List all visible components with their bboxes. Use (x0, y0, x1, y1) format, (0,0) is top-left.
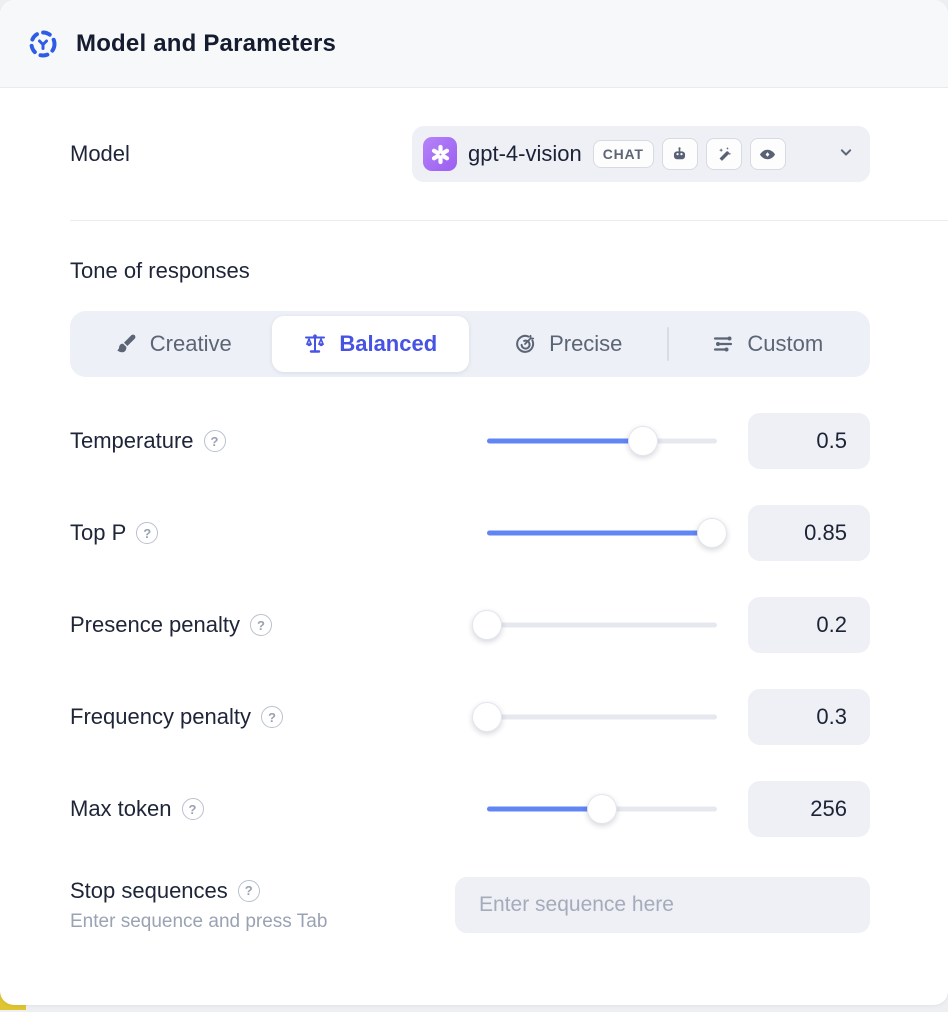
slider-track[interactable] (487, 714, 717, 720)
tone-option-precise[interactable]: Precise (469, 316, 667, 372)
tone-option-balanced[interactable]: Balanced (271, 316, 469, 372)
magic-wand-icon (705, 138, 742, 170)
vision-eye-icon (749, 138, 786, 170)
tone-option-label: Precise (549, 331, 623, 356)
param-row-top-p: Top P ? 0.85 (70, 505, 870, 561)
slider-track[interactable] (487, 622, 717, 628)
max-token-value: 256 (748, 781, 870, 837)
param-label: Top P ? (70, 520, 159, 546)
panel-title: Model and Parameters (76, 29, 337, 57)
help-icon[interactable]: ? (181, 798, 204, 820)
panel-header: Model and Parameters (0, 0, 948, 88)
slider-fill (487, 806, 602, 812)
temperature-value: 0.5 (748, 413, 870, 469)
slider-handle[interactable] (697, 518, 728, 548)
help-icon[interactable]: ? (203, 430, 226, 452)
param-row-presence-penalty: Presence penalty ? 0.2 (70, 597, 870, 653)
max-token-slider[interactable] (487, 794, 717, 824)
help-icon[interactable]: ? (136, 522, 159, 544)
help-icon[interactable]: ? (261, 706, 283, 728)
sliders-icon (711, 332, 735, 356)
param-label: Frequency penalty ? (70, 704, 283, 730)
param-label: Max token ? (70, 796, 204, 822)
tone-option-creative[interactable]: Creative (74, 316, 272, 372)
balance-scale-icon (303, 332, 327, 356)
selected-model-name: gpt-4-vision (468, 141, 582, 166)
ai-model-icon (28, 29, 58, 59)
param-row-frequency-penalty: Frequency penalty ? 0.3 (70, 689, 870, 745)
openai-logo (423, 137, 457, 171)
slider-fill (487, 530, 713, 536)
top-p-value: 0.85 (748, 505, 870, 561)
stop-sequences-labels: Stop sequences ? Enter sequence and pres… (70, 878, 327, 933)
tone-option-label: Balanced (339, 331, 438, 356)
stop-sequence-input[interactable] (455, 877, 870, 933)
slider-handle[interactable] (472, 702, 502, 732)
presence-penalty-slider[interactable] (472, 610, 717, 640)
slider-handle[interactable] (628, 426, 659, 456)
stop-sequences-row: Stop sequences ? Enter sequence and pres… (70, 877, 870, 933)
target-icon (513, 332, 537, 356)
model-row: Model gpt-4-vision CH (70, 126, 870, 182)
slider-handle[interactable] (587, 794, 617, 824)
stop-sequences-hint: Enter sequence and press Tab (70, 910, 328, 932)
frequency-penalty-slider[interactable] (472, 702, 717, 732)
temperature-slider[interactable] (487, 426, 717, 456)
tone-option-label: Creative (149, 331, 232, 356)
tone-segmented-control: Creative Balanced (70, 311, 870, 377)
model-select-dropdown[interactable]: gpt-4-vision CHAT (412, 126, 870, 182)
top-p-slider[interactable] (487, 518, 728, 548)
model-label: Model (70, 141, 130, 166)
presence-penalty-value: 0.2 (748, 597, 870, 653)
param-label: Temperature ? (70, 428, 226, 454)
param-row-max-token: Max token ? 256 (70, 781, 870, 837)
parameters-list: Temperature ? 0.5 Top P ? (70, 413, 870, 837)
model-type-badge: CHAT (592, 140, 654, 168)
param-row-temperature: Temperature ? 0.5 (70, 413, 870, 469)
paintbrush-icon (114, 332, 138, 356)
help-icon[interactable]: ? (237, 879, 260, 902)
section-divider (70, 220, 948, 221)
tone-heading: Tone of responses (70, 258, 250, 283)
frequency-penalty-value: 0.3 (748, 689, 870, 745)
slider-fill (487, 438, 644, 444)
chevron-down-icon (836, 142, 856, 167)
help-icon[interactable]: ? (250, 614, 272, 636)
stop-sequences-label: Stop sequences ? (70, 878, 327, 904)
param-label: Presence penalty ? (70, 612, 272, 638)
tone-option-custom[interactable]: Custom (669, 316, 867, 372)
robot-icon (661, 138, 698, 170)
segment-divider (666, 327, 669, 361)
slider-handle[interactable] (472, 610, 502, 640)
tone-option-label: Custom (747, 331, 824, 356)
